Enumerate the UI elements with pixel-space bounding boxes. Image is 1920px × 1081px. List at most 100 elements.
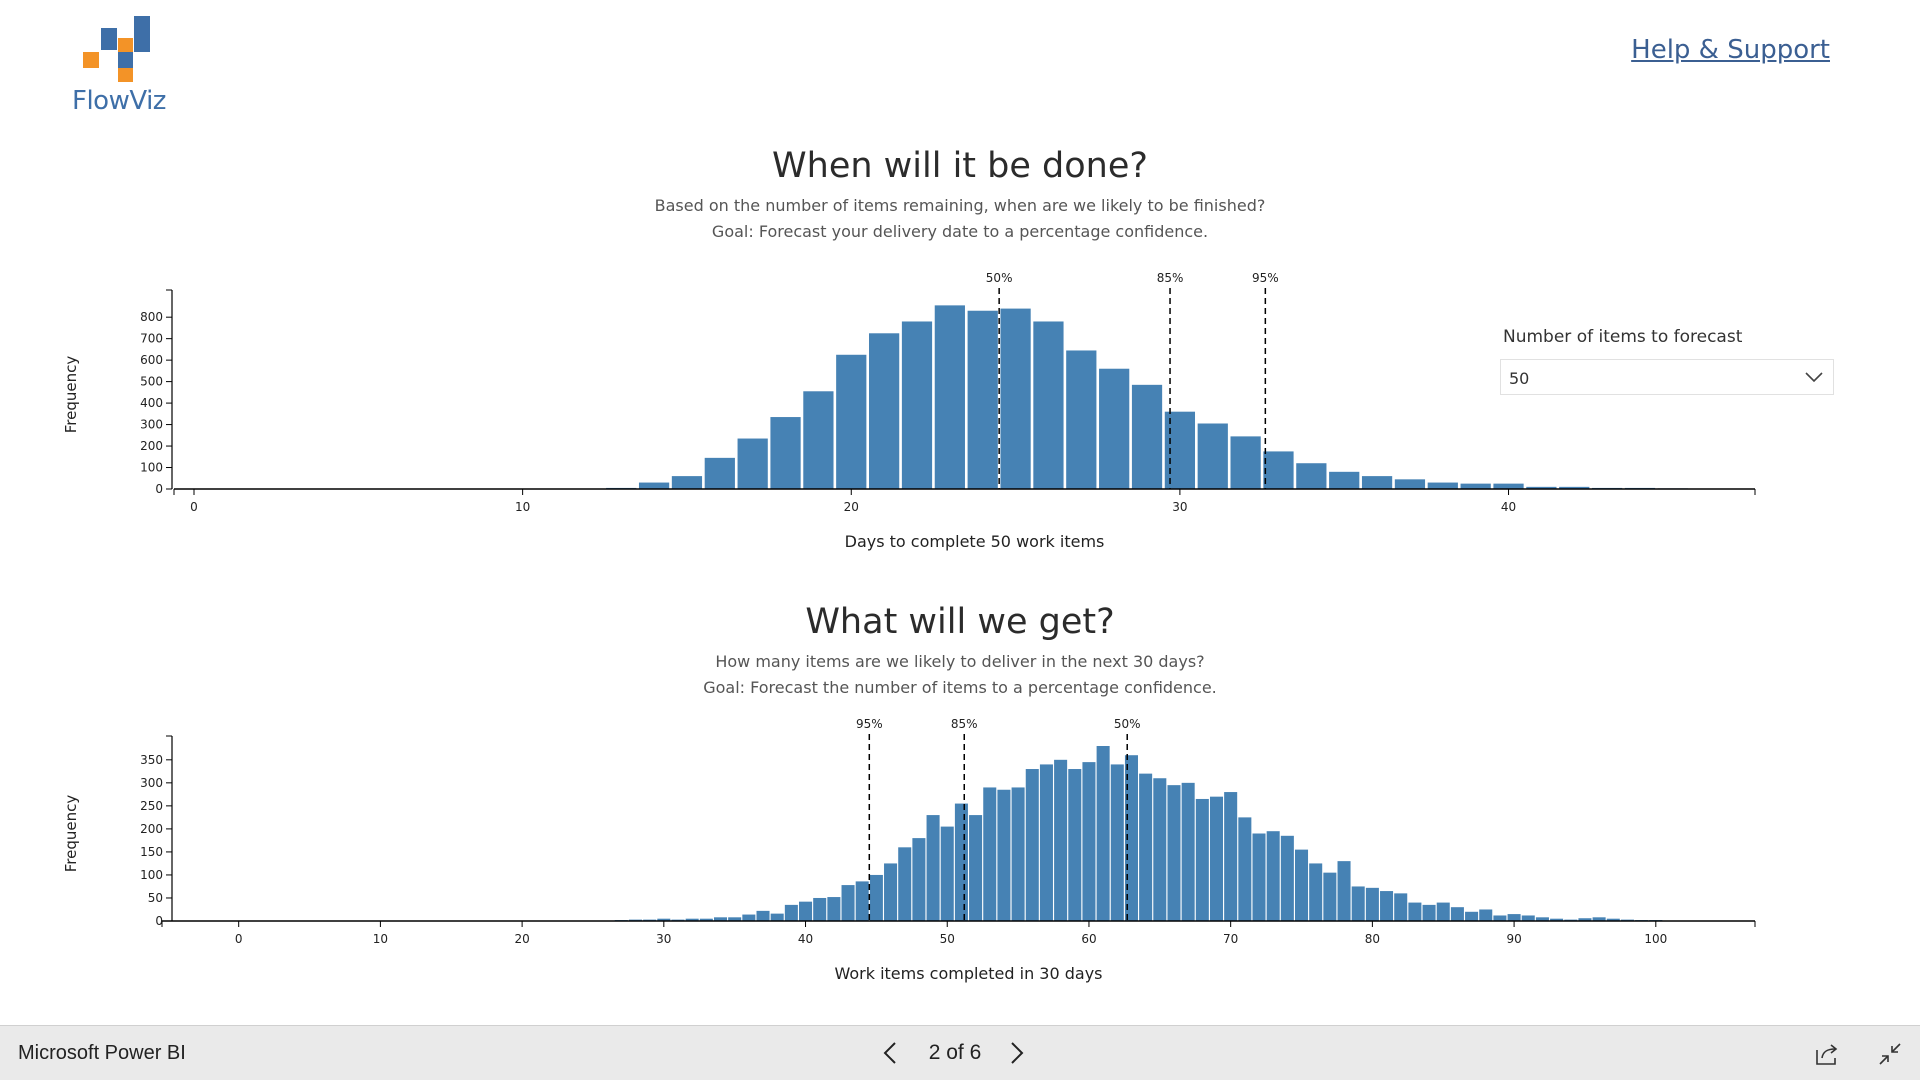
histogram-bar (869, 333, 899, 489)
y-tick-label: 200 (140, 439, 163, 453)
histogram-bar (1097, 746, 1110, 921)
histogram-bar (785, 905, 798, 921)
histogram-bar (672, 476, 702, 489)
histogram-bar (997, 790, 1010, 921)
histogram-bar (1210, 797, 1223, 921)
histogram-bar (770, 417, 800, 489)
histogram-bar (1395, 479, 1425, 489)
y-tick-label: 500 (140, 375, 163, 389)
histogram-bar (1461, 484, 1491, 489)
histogram-bar (1451, 907, 1464, 921)
section2-subtitle-2: Goal: Forecast the number of items to a … (0, 675, 1920, 701)
histogram-bar (738, 439, 768, 489)
y-tick-label: 100 (140, 868, 163, 882)
histogram-bar (1182, 783, 1195, 921)
page-navigator: 2 of 6 (0, 1026, 1920, 1081)
histogram-bar (1296, 463, 1326, 489)
y-tick-label: 300 (140, 418, 163, 432)
histogram-bar (927, 815, 940, 921)
x-tick-label: 80 (1365, 932, 1380, 946)
y-tick-label: 0 (155, 914, 163, 928)
histogram-bar (856, 881, 869, 921)
x-axis-label: Days to complete 50 work items (845, 532, 1105, 551)
y-tick-label: 100 (140, 461, 163, 475)
logo-text: FlowViz (72, 86, 166, 116)
histogram-bar (1099, 369, 1129, 489)
x-tick-label: 50 (940, 932, 955, 946)
section2-title: What will we get? (0, 602, 1920, 642)
y-tick-label: 0 (155, 482, 163, 496)
histogram-bar (1167, 785, 1180, 921)
histogram-bar (1040, 764, 1053, 921)
histogram-bar (756, 911, 769, 921)
histogram-bar (902, 321, 932, 489)
histogram-bar (1465, 912, 1478, 921)
percentile-label: 50% (986, 271, 1013, 285)
section2-subtitle-1: How many items are we likely to deliver … (0, 649, 1920, 675)
histogram-bar (1231, 436, 1261, 489)
powerbi-footer-bar: Microsoft Power BI 2 of 6 (0, 1025, 1920, 1080)
section1-title: When will it be done? (0, 146, 1920, 186)
help-support-link[interactable]: Help & Support (1631, 35, 1830, 65)
x-tick-label: 40 (798, 932, 813, 946)
histogram-bar (1394, 893, 1407, 921)
histogram-bar (941, 827, 954, 921)
y-axis-label: Frequency (62, 356, 80, 434)
share-icon[interactable] (1813, 1040, 1841, 1068)
histogram-bar (1380, 891, 1393, 921)
forecast-items-value: 50 (1509, 369, 1529, 388)
histogram-bar (968, 311, 998, 489)
histogram-bar (912, 838, 925, 921)
percentile-label: 50% (1114, 717, 1141, 731)
histogram-bar (1329, 472, 1359, 489)
histogram-bar (827, 897, 840, 921)
histogram-bar (870, 875, 883, 921)
histogram-bar (1012, 787, 1025, 921)
y-tick-label: 300 (140, 776, 163, 790)
histogram-bar (1408, 903, 1421, 921)
x-tick-label: 70 (1223, 932, 1238, 946)
next-page-button[interactable] (1002, 1039, 1030, 1067)
y-tick-label: 50 (148, 891, 163, 905)
x-tick-label: 30 (1172, 500, 1187, 514)
percentile-label: 85% (1157, 271, 1184, 285)
histogram-bar (1139, 774, 1152, 921)
y-tick-label: 400 (140, 396, 163, 410)
y-tick-label: 800 (140, 310, 163, 324)
x-axis-label: Work items completed in 30 days (834, 964, 1102, 983)
histogram-bar (1198, 423, 1228, 489)
histogram-bar (639, 483, 669, 489)
chevron-down-icon (1805, 371, 1823, 383)
histogram-bar (813, 898, 826, 921)
y-tick-label: 600 (140, 353, 163, 367)
page-indicator: 2 of 6 (900, 1041, 1010, 1065)
histogram-bar (1522, 915, 1535, 921)
histogram-bar (1267, 831, 1280, 921)
histogram-bar (1479, 909, 1492, 921)
x-tick-label: 30 (656, 932, 671, 946)
y-tick-label: 350 (140, 753, 163, 767)
forecast-items-dropdown[interactable]: 50 (1500, 359, 1834, 395)
percentile-label: 95% (856, 717, 883, 731)
histogram-bar (983, 787, 996, 921)
histogram-bar (935, 305, 965, 489)
histogram-bar (842, 885, 855, 921)
histogram-bar (1111, 764, 1124, 921)
x-tick-label: 90 (1506, 932, 1521, 946)
histogram-bar (1054, 760, 1067, 921)
histogram-bar (1252, 834, 1265, 922)
y-axis-label: Frequency (62, 795, 80, 873)
histogram-bar (1263, 451, 1293, 489)
percentile-label: 85% (951, 717, 978, 731)
histogram-bar (742, 915, 755, 921)
exit-fullscreen-icon[interactable] (1876, 1040, 1904, 1068)
histogram-bar (1366, 888, 1379, 921)
section1-subtitle-1: Based on the number of items remaining, … (0, 193, 1920, 219)
histogram-bar (1224, 792, 1237, 921)
histogram-bar (1338, 861, 1351, 921)
percentile-label: 95% (1252, 271, 1279, 285)
histogram-bar (799, 902, 812, 921)
histogram-bar (1309, 863, 1322, 921)
histogram-bar (1132, 385, 1162, 489)
